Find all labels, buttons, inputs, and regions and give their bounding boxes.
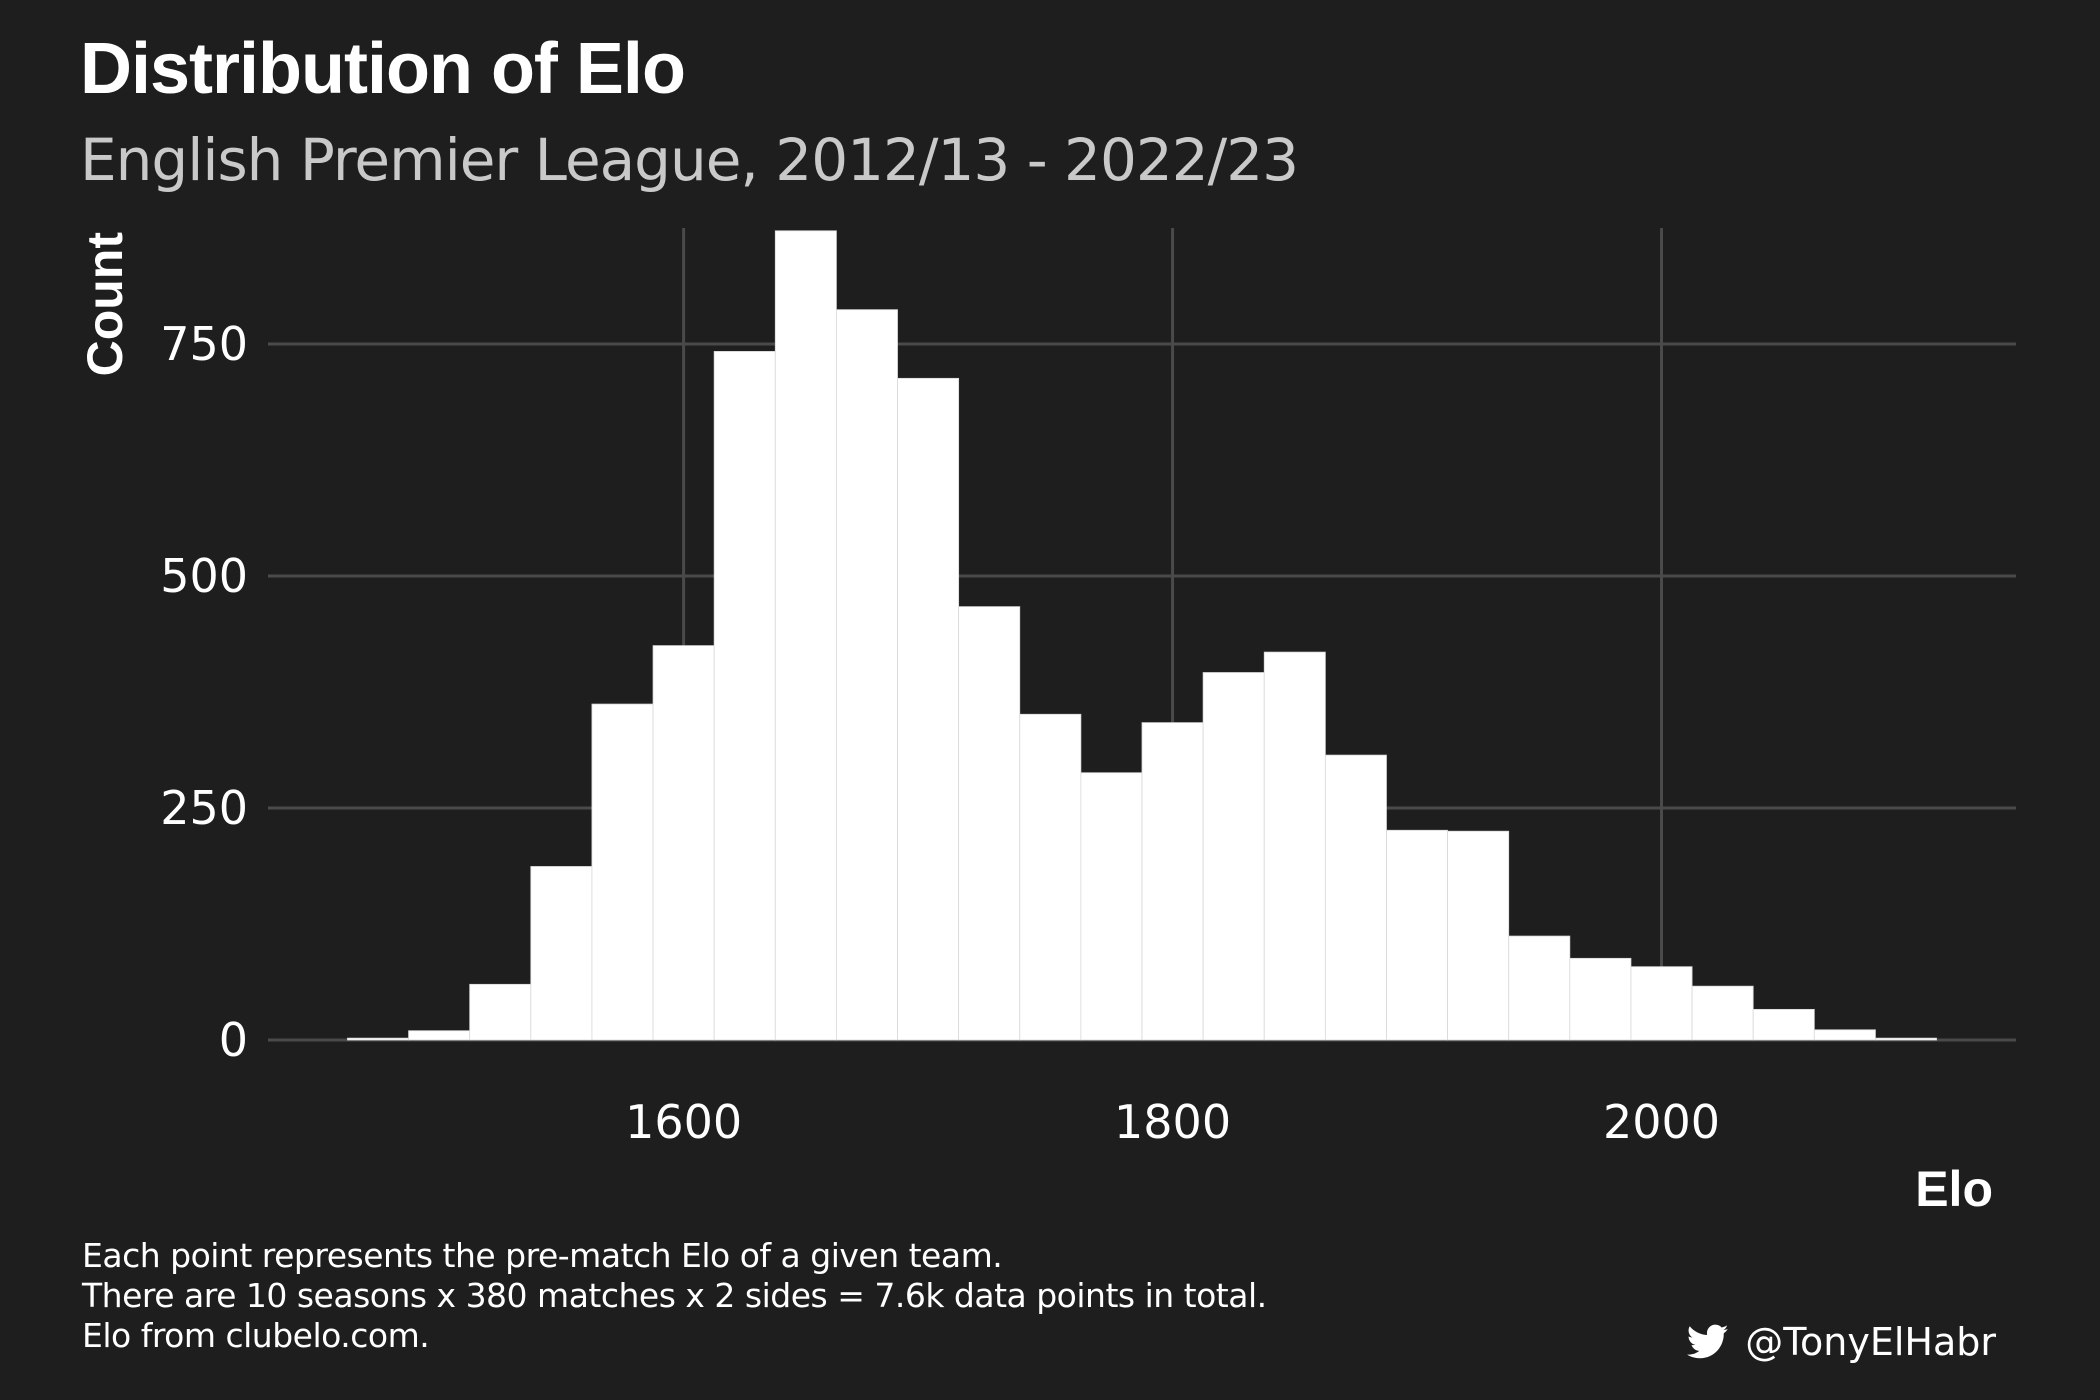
y-tick-label: 500 bbox=[160, 549, 248, 603]
histogram-bar bbox=[1447, 830, 1510, 1041]
histogram-bar bbox=[408, 1030, 471, 1041]
histogram-bar bbox=[530, 866, 593, 1041]
histogram-bar bbox=[1324, 754, 1387, 1041]
histogram-bar bbox=[347, 1037, 409, 1041]
histogram-bar bbox=[897, 377, 960, 1041]
histogram-bar bbox=[774, 230, 837, 1041]
y-axis-title: Count bbox=[77, 232, 133, 377]
handle-text: @TonyElHabr bbox=[1745, 1320, 1996, 1364]
histogram-bar bbox=[1263, 651, 1326, 1041]
x-tick-label: 1800 bbox=[1114, 1095, 1231, 1149]
histogram-bar bbox=[958, 606, 1021, 1041]
histogram-bar bbox=[1691, 985, 1754, 1041]
x-axis-title: Elo bbox=[1915, 1161, 1993, 1217]
y-tick-label: 250 bbox=[160, 781, 248, 835]
y-tick-label: 0 bbox=[219, 1013, 248, 1067]
histogram-bar bbox=[1875, 1037, 1937, 1041]
histogram-bar bbox=[1508, 935, 1571, 1041]
y-tick-label: 750 bbox=[160, 317, 248, 371]
x-tick-label: 1600 bbox=[625, 1095, 742, 1149]
caption-line: Elo from clubelo.com. bbox=[82, 1316, 430, 1355]
author-handle: @TonyElHabr bbox=[1687, 1320, 1996, 1364]
twitter-icon bbox=[1687, 1324, 1729, 1359]
histogram-bar bbox=[1080, 772, 1143, 1041]
histogram-bar bbox=[1752, 1008, 1815, 1041]
chart-title: Distribution of Elo bbox=[80, 29, 686, 109]
x-tick-label: 2000 bbox=[1603, 1095, 1720, 1149]
histogram-bar bbox=[1386, 829, 1448, 1041]
histogram-bar bbox=[469, 983, 532, 1041]
histogram-bar bbox=[591, 703, 654, 1041]
histogram-bar bbox=[1630, 966, 1693, 1041]
histogram-bar bbox=[836, 309, 898, 1041]
chart-caption: Each point represents the pre-match Elo … bbox=[82, 1236, 1267, 1356]
chart-subtitle: English Premier League, 2012/13 - 2022/2… bbox=[80, 126, 1299, 194]
histogram-bar bbox=[713, 351, 776, 1041]
histogram-bar bbox=[1813, 1029, 1876, 1041]
caption-line: Each point represents the pre-match Elo … bbox=[82, 1236, 1003, 1275]
histogram-bar bbox=[1019, 713, 1082, 1041]
histogram-bar bbox=[1202, 672, 1265, 1041]
caption-line: There are 10 seasons x 380 matches x 2 s… bbox=[82, 1276, 1267, 1315]
histogram-bar bbox=[652, 645, 715, 1041]
histogram-bar bbox=[1569, 957, 1632, 1041]
histogram-bar bbox=[1141, 722, 1204, 1041]
